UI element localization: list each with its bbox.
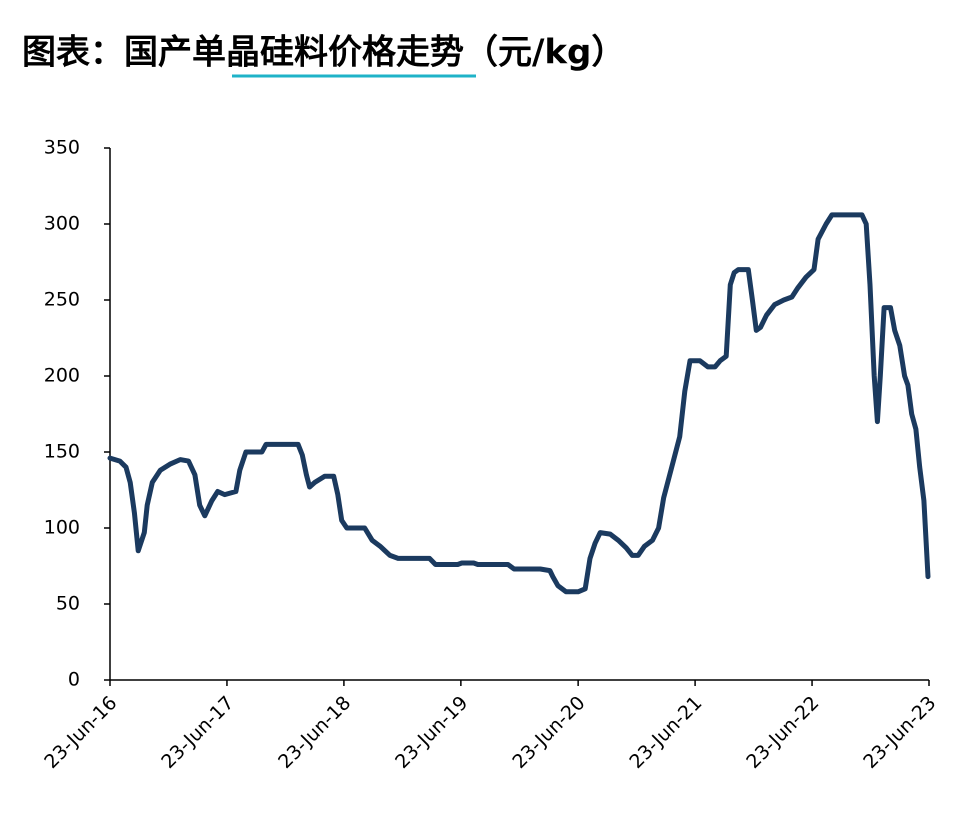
y-tick-label: 350	[44, 137, 80, 159]
x-tick-label: 23-Jun-16	[40, 692, 121, 773]
x-tick-label: 23-Jun-20	[508, 692, 589, 773]
x-tick-label: 23-Jun-17	[157, 692, 238, 773]
x-tick-label: 23-Jun-22	[742, 692, 823, 773]
y-tick-label: 50	[56, 593, 80, 615]
y-tick-label: 200	[44, 365, 80, 387]
y-tick-label: 300	[44, 213, 80, 235]
x-tick-label: 23-Jun-21	[625, 692, 706, 773]
y-tick-label: 150	[44, 441, 80, 463]
y-tick-label: 100	[44, 517, 80, 539]
x-tick-label: 23-Jun-18	[274, 692, 355, 773]
y-tick-label: 250	[44, 289, 80, 311]
chart-title: 图表：国产单晶硅料价格走势（元/kg）	[22, 33, 625, 73]
line	[107, 212, 931, 595]
y-tick-label: 0	[68, 669, 80, 691]
x-tick-label: 23-Jun-23	[859, 692, 940, 773]
x-tick-label: 23-Jun-19	[391, 692, 472, 773]
